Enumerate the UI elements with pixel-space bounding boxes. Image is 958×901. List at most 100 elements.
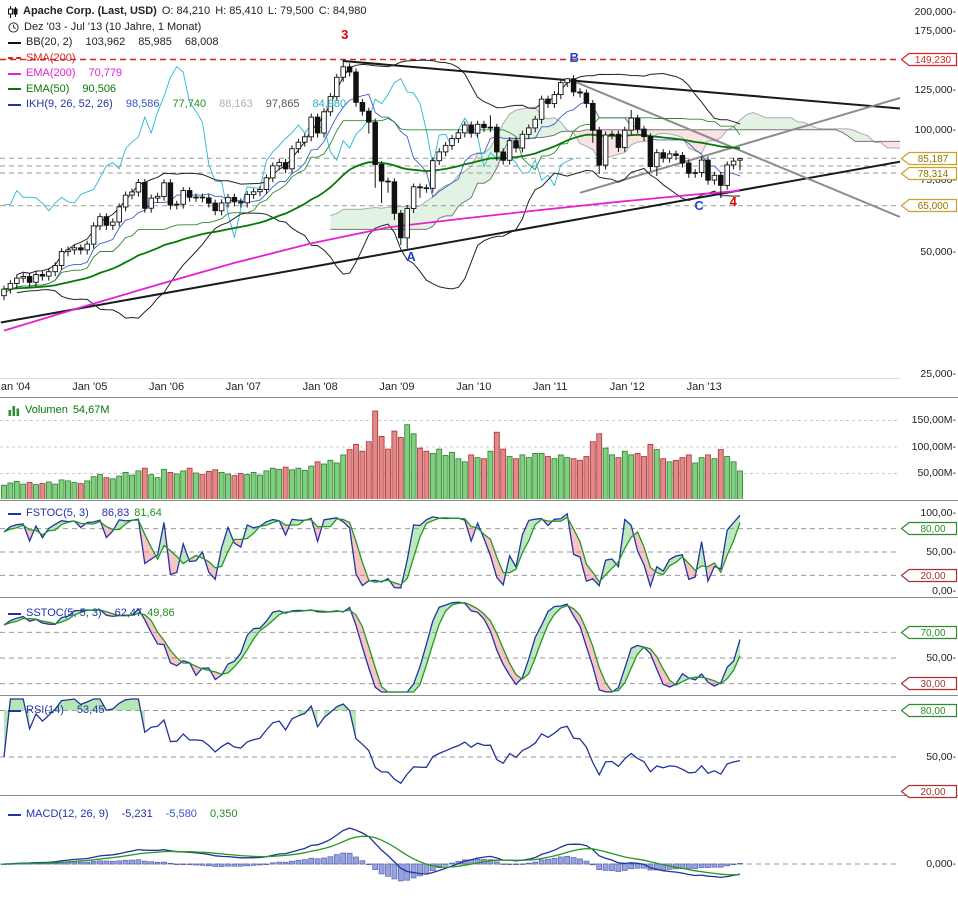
y-axis-label: 50,00- xyxy=(926,545,956,558)
candlestick-icon xyxy=(8,5,18,18)
svg-text:20,00: 20,00 xyxy=(920,787,945,798)
fstoc-line-swatch xyxy=(8,512,21,515)
open-value: O: 84,210 xyxy=(161,5,211,17)
y-axis-label: 125,000- xyxy=(914,84,956,97)
ikh-label: IKH(9, 26, 52, 26) xyxy=(26,98,113,110)
price-marker-badge[interactable]: 78,314 xyxy=(900,166,958,186)
ema50-legend-row[interactable]: EMA(50) 90,506 xyxy=(8,82,366,98)
price-marker-badge[interactable]: 20,00 xyxy=(900,568,958,588)
svg-text:80,00: 80,00 xyxy=(920,706,945,717)
y-axis-label: 0,00- xyxy=(932,584,956,597)
bb-line-swatch xyxy=(8,41,21,44)
y-axis-label: 100,000- xyxy=(914,123,956,136)
close-value: C: 84,980 xyxy=(318,5,367,17)
bb-label: BB(20, 2) xyxy=(26,36,73,48)
chart-annotation[interactable]: C xyxy=(694,197,704,213)
rsi-line-swatch xyxy=(8,709,21,712)
sstoc-d-value: 49,86 xyxy=(147,607,175,619)
ema200-line-swatch xyxy=(8,72,21,75)
ema200-value: 70,779 xyxy=(88,67,123,79)
x-axis-label: Jan '08 xyxy=(302,381,338,393)
volume-value: 54,67M xyxy=(72,404,110,416)
ikh-kijun-value: 77,740 xyxy=(172,98,207,110)
svg-text:65,000: 65,000 xyxy=(918,201,949,212)
period-label: Dez '03 - Jul '13 (10 Jahre, 1 Monat) xyxy=(24,20,202,33)
bb-upper-value: 103,962 xyxy=(85,36,126,48)
y-axis-label: 150,00M- xyxy=(911,414,956,426)
bb-legend-row[interactable]: BB(20, 2) 103,962 85,985 68,008 xyxy=(8,35,366,51)
ema200-legend-row[interactable]: EMA(200) 70,779 xyxy=(8,66,366,82)
y-axis-label: 50,00M- xyxy=(917,467,956,479)
x-axis-label: Jan '12 xyxy=(609,381,645,393)
y-axis-label: 50,00- xyxy=(926,651,956,664)
rsi-legend[interactable]: RSI(14) 53,45 xyxy=(8,703,104,719)
sstoc-legend[interactable]: SSTOC(5, 5, 3) 62,47 49,86 xyxy=(8,606,175,622)
svg-text:78,314: 78,314 xyxy=(918,169,949,180)
x-axis-label: Jan '10 xyxy=(456,381,492,393)
ema50-label: EMA(50) xyxy=(26,82,70,95)
high-value: H: 85,410 xyxy=(215,5,263,17)
chart-annotation[interactable]: 4 xyxy=(729,193,737,209)
svg-text:85,187: 85,187 xyxy=(918,154,949,165)
ikh-legend-row[interactable]: IKH(9, 26, 52, 26) 98,586 77,740 88,163 … xyxy=(8,97,366,113)
svg-text:30,00: 30,00 xyxy=(920,679,945,690)
y-axis-label: 25,000- xyxy=(920,367,956,380)
period-row[interactable]: Dez '03 - Jul '13 (10 Jahre, 1 Monat) xyxy=(8,20,366,36)
svg-text:20,00: 20,00 xyxy=(920,571,945,582)
svg-text:70,00: 70,00 xyxy=(920,628,945,639)
chart-annotation[interactable]: B xyxy=(569,49,579,65)
sstoc-line-swatch xyxy=(8,612,21,615)
price-marker-badge[interactable]: 149,230 xyxy=(900,52,958,72)
rsi-value: 53,45 xyxy=(76,704,105,716)
instrument-row[interactable]: Apache Corp. (Last, USD) O: 84,210 H: 85… xyxy=(8,4,366,20)
macd-signal-value: -5,580 xyxy=(165,808,197,820)
chart-annotation[interactable]: A xyxy=(406,249,416,265)
fstoc-legend[interactable]: FSTOC(5, 3) 86,83 81,64 xyxy=(8,506,162,522)
svg-text:80,00: 80,00 xyxy=(920,524,945,535)
macd-line-swatch xyxy=(8,813,21,816)
price-marker-badge[interactable]: 80,00 xyxy=(900,703,958,723)
fstoc-label: FSTOC(5, 3) xyxy=(26,507,89,519)
bb-lower-value: 68,008 xyxy=(184,36,219,48)
y-axis-label: 50,00- xyxy=(926,750,956,763)
y-axis-label: 175,000- xyxy=(914,25,956,37)
price-marker-badge[interactable]: 85,187 xyxy=(900,151,958,171)
volume-bars-icon xyxy=(8,405,20,417)
price-marker-badge[interactable]: 20,00 xyxy=(900,784,958,804)
price-marker-badge[interactable]: 70,00 xyxy=(900,625,958,645)
x-axis-label: Jan '04 xyxy=(0,381,31,393)
y-axis-label: 0,000- xyxy=(926,857,956,870)
x-axis-label: Jan '05 xyxy=(72,381,108,393)
sstoc-label: SSTOC(5, 5, 3) xyxy=(26,607,102,619)
x-axis-label: Jan '13 xyxy=(686,381,722,393)
fstoc-k-value: 86,83 xyxy=(101,507,130,519)
y-axis-label: 100,00- xyxy=(920,506,956,519)
y-axis-label: 100,00M- xyxy=(911,440,956,453)
chart-annotation[interactable]: 3 xyxy=(341,26,349,42)
macd-legend[interactable]: MACD(12, 26, 9) -5,231 -5,580 0,350 xyxy=(8,807,237,823)
low-value: L: 79,500 xyxy=(267,5,314,17)
ema50-line-swatch xyxy=(8,88,21,91)
macd-value: -5,231 xyxy=(121,808,153,820)
sma-legend-row[interactable]: SMA(200) xyxy=(8,51,366,67)
x-axis-label: Jan '11 xyxy=(533,381,568,393)
rsi-label: RSI(14) xyxy=(26,704,64,716)
volume-legend[interactable]: Volumen 54,67M xyxy=(8,403,110,419)
bb-mid-value: 85,985 xyxy=(138,36,172,48)
ikh-line-swatch xyxy=(8,103,21,106)
price-marker-badge[interactable]: 30,00 xyxy=(900,676,958,696)
main-chart-legend: Apache Corp. (Last, USD) O: 84,210 H: 85… xyxy=(8,4,366,113)
ema200-label: EMA(200) xyxy=(26,67,76,79)
volume-label: Volumen xyxy=(25,404,68,416)
macd-label: MACD(12, 26, 9) xyxy=(26,808,109,820)
instrument-label: Apache Corp. (Last, USD) xyxy=(23,5,157,17)
sstoc-k-value: 62,47 xyxy=(114,607,143,619)
svg-text:149,230: 149,230 xyxy=(915,55,952,66)
price-marker-badge[interactable]: 65,000 xyxy=(900,198,958,218)
x-axis-label: Jan '09 xyxy=(379,381,415,393)
price-marker-badge[interactable]: 80,00 xyxy=(900,521,958,541)
x-axis-label: Jan '07 xyxy=(225,381,261,393)
sma-label: SMA(200) xyxy=(26,51,76,64)
